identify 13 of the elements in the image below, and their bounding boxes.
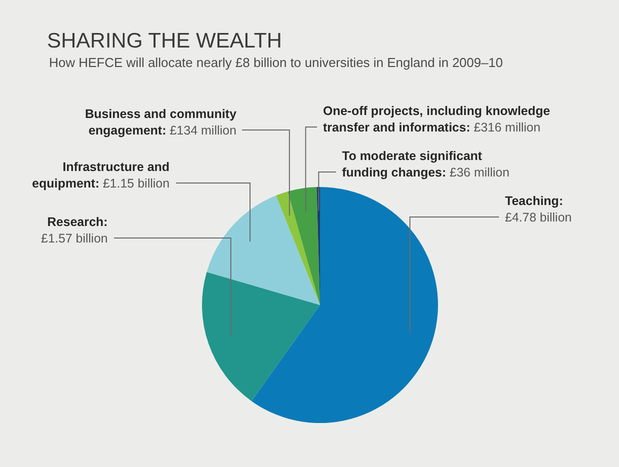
chart-title: SHARING THE WEALTH	[47, 29, 282, 52]
pie-slice	[252, 187, 438, 423]
slice-label: Infrastructure and equipment: £1.15 billion	[32, 160, 170, 190]
pie-slice	[288, 187, 320, 305]
pie-slice	[202, 272, 320, 402]
pie-slice	[276, 191, 320, 305]
slice-label: Business and community engagement: £134 million	[85, 107, 236, 138]
chart-subtitle: How HEFCE will allocate nearly £8 billion to universities in England in 2009–10	[49, 55, 503, 70]
slice-label: Research: £1.57 billion	[41, 215, 108, 246]
pie-slice	[206, 196, 320, 305]
slice-label: To moderate significant funding changes: £36 million	[342, 149, 510, 180]
slice-label: Teaching: £4.78 billion	[505, 194, 572, 224]
slice-label: One-off projects, including knowledge transfer and informatics: £316 million	[323, 104, 550, 134]
